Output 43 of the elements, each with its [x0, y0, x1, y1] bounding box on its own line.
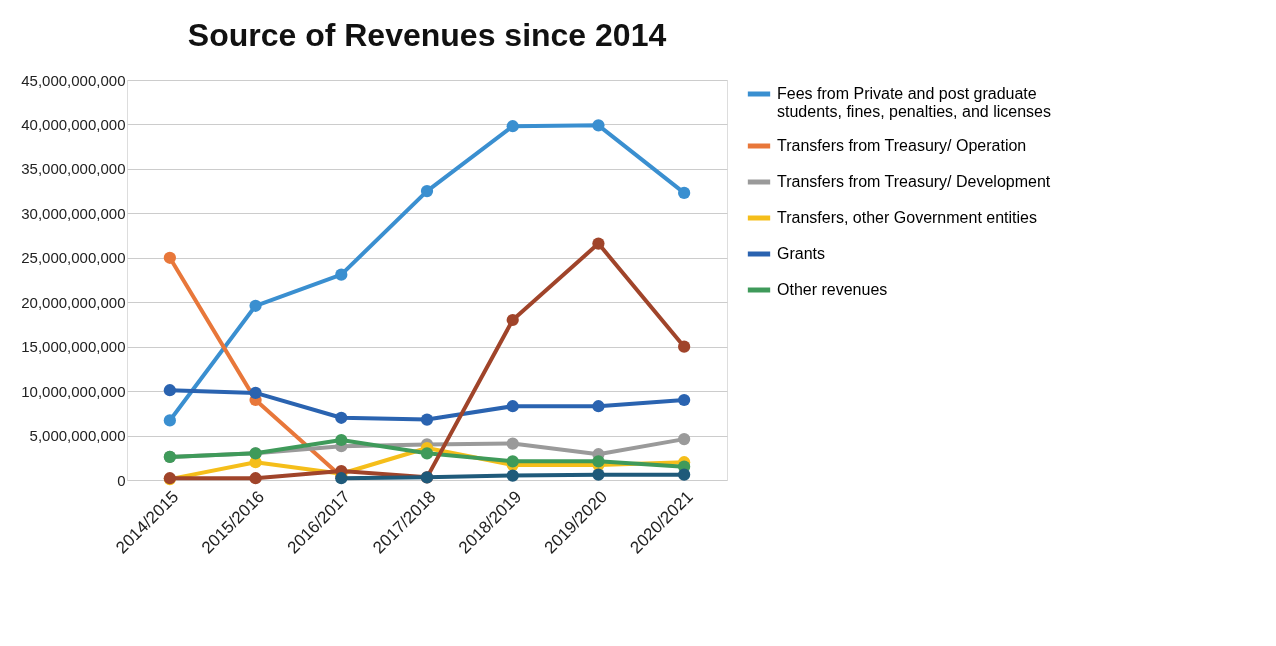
legend-label: Transfers, other Government entities	[777, 209, 1037, 226]
legend-label: Transfers from Treasury/ Development	[777, 173, 1051, 190]
y-tick-label: 25,000,000,000	[21, 249, 126, 267]
point	[592, 400, 605, 413]
point	[678, 433, 691, 446]
point	[592, 237, 605, 250]
point	[592, 468, 605, 481]
y-tick-label: 0	[117, 471, 126, 489]
legend-label: Grants	[777, 245, 826, 262]
legend-label: Fees from Private and post graduate students, fines, penalties, and licenses	[777, 85, 1051, 120]
y-tick-label: 45,000,000,000	[21, 71, 126, 89]
y-tick-label: 30,000,000,000	[21, 204, 126, 222]
point	[506, 437, 519, 450]
point	[678, 186, 691, 199]
point	[335, 268, 348, 281]
point	[335, 433, 348, 447]
legend-label: Other revenues	[777, 281, 888, 298]
point	[506, 120, 519, 133]
y-tick-label: 10,000,000,000	[21, 382, 126, 400]
point	[420, 447, 434, 460]
point	[420, 185, 434, 198]
y-tick-label: 40,000,000,000	[21, 115, 126, 133]
y-tick-label: 5,000,000,000	[29, 427, 126, 445]
point	[163, 414, 176, 427]
y-tick-label: 15,000,000,000	[21, 338, 126, 356]
point	[249, 472, 262, 485]
point	[506, 313, 519, 327]
point	[592, 119, 605, 132]
legend-label: Transfers from Treasury/ Operation	[777, 137, 1027, 154]
y-tick-label: 35,000,000,000	[21, 160, 126, 178]
point	[163, 251, 176, 264]
y-tick-label: 20,000,000,000	[21, 293, 126, 311]
point	[678, 340, 691, 353]
point	[249, 386, 262, 399]
point	[506, 469, 519, 482]
point	[678, 393, 691, 407]
point	[249, 299, 262, 312]
point	[420, 413, 434, 426]
point	[678, 468, 691, 481]
point	[163, 384, 176, 397]
point	[335, 411, 348, 424]
chart-title: Source of Revenues since 2014	[187, 17, 667, 53]
point	[506, 400, 519, 413]
